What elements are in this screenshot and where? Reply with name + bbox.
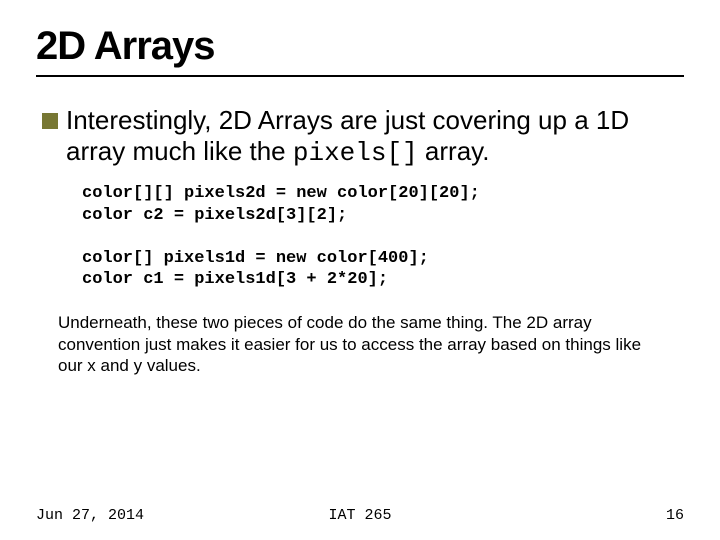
- code-block-1d: color[] pixels1d = new color[400]; color…: [82, 248, 684, 291]
- footer: Jun 27, 2014 IAT 265 16: [36, 507, 684, 524]
- slide-title: 2D Arrays: [36, 24, 684, 69]
- bullet-text-mono: pixels[]: [293, 138, 418, 168]
- footer-date: Jun 27, 2014: [36, 507, 144, 524]
- code-line: color[] pixels1d = new color[400];: [82, 249, 429, 268]
- explain-text: Underneath, these two pieces of code do …: [58, 312, 662, 376]
- code-block-2d: color[][] pixels2d = new color[20][20]; …: [82, 183, 684, 226]
- footer-page: 16: [666, 507, 684, 524]
- code-line: color c2 = pixels2d[3][2];: [82, 206, 347, 225]
- bullet-square-icon: [42, 113, 58, 129]
- bullet-text: Interestingly, 2D Arrays are just coveri…: [66, 105, 684, 169]
- bullet-text-post: array.: [418, 136, 490, 166]
- bullet-item: Interestingly, 2D Arrays are just coveri…: [42, 105, 684, 169]
- code-line: color[][] pixels2d = new color[20][20];: [82, 184, 480, 203]
- code-line: color c1 = pixels1d[3 + 2*20];: [82, 270, 388, 289]
- slide: 2D Arrays Interestingly, 2D Arrays are j…: [0, 0, 720, 540]
- title-rule: [36, 75, 684, 77]
- footer-course: IAT 265: [328, 507, 391, 524]
